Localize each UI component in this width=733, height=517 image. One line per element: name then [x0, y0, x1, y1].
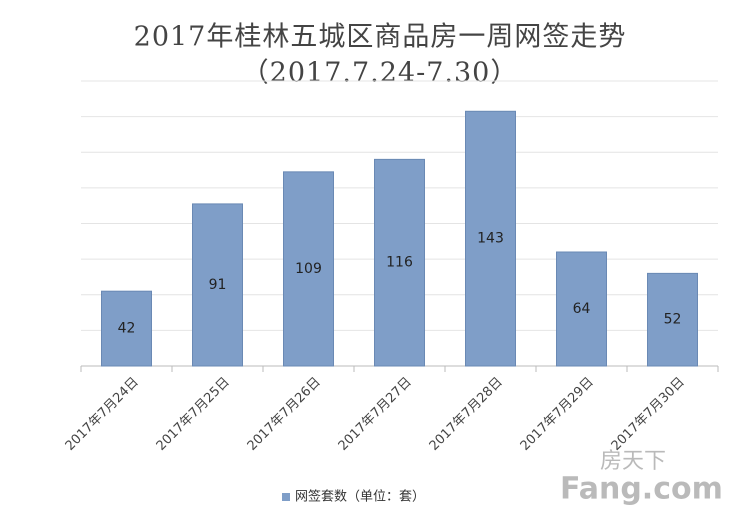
bar: [374, 158, 425, 367]
legend-label: 网签套数（单位：套）: [295, 489, 425, 505]
bar: [465, 110, 516, 367]
bar: [647, 272, 698, 367]
value-label: 52: [664, 312, 682, 328]
x-tick-label: 2017年7月30日: [609, 375, 688, 454]
x-tick-label: 2017年7月25日: [154, 375, 233, 454]
legend-swatch: [282, 493, 290, 501]
value-label: 143: [477, 231, 504, 247]
value-label: 91: [209, 277, 227, 293]
watermark: Fang.com: [560, 472, 723, 507]
value-label: 42: [118, 321, 136, 337]
chart-subtitle: （2017.7.24-7.30）: [242, 58, 519, 89]
x-tick-label: 2017年7月26日: [245, 375, 324, 454]
bar: [556, 251, 607, 367]
x-tick-label: 2017年7月28日: [427, 375, 506, 454]
bar: [283, 171, 334, 367]
bar: [101, 290, 152, 367]
x-tick-label: 2017年7月24日: [63, 375, 142, 454]
watermark: 房天下: [600, 449, 666, 474]
x-tick-label: 2017年7月29日: [518, 375, 597, 454]
value-label: 109: [295, 261, 322, 277]
x-tick-label: 2017年7月27日: [336, 375, 415, 454]
chart-title: 2017年桂林五城区商品房一周网签走势: [134, 22, 627, 53]
value-label: 64: [573, 301, 591, 317]
value-label: 116: [386, 255, 413, 271]
bar: [192, 203, 243, 367]
